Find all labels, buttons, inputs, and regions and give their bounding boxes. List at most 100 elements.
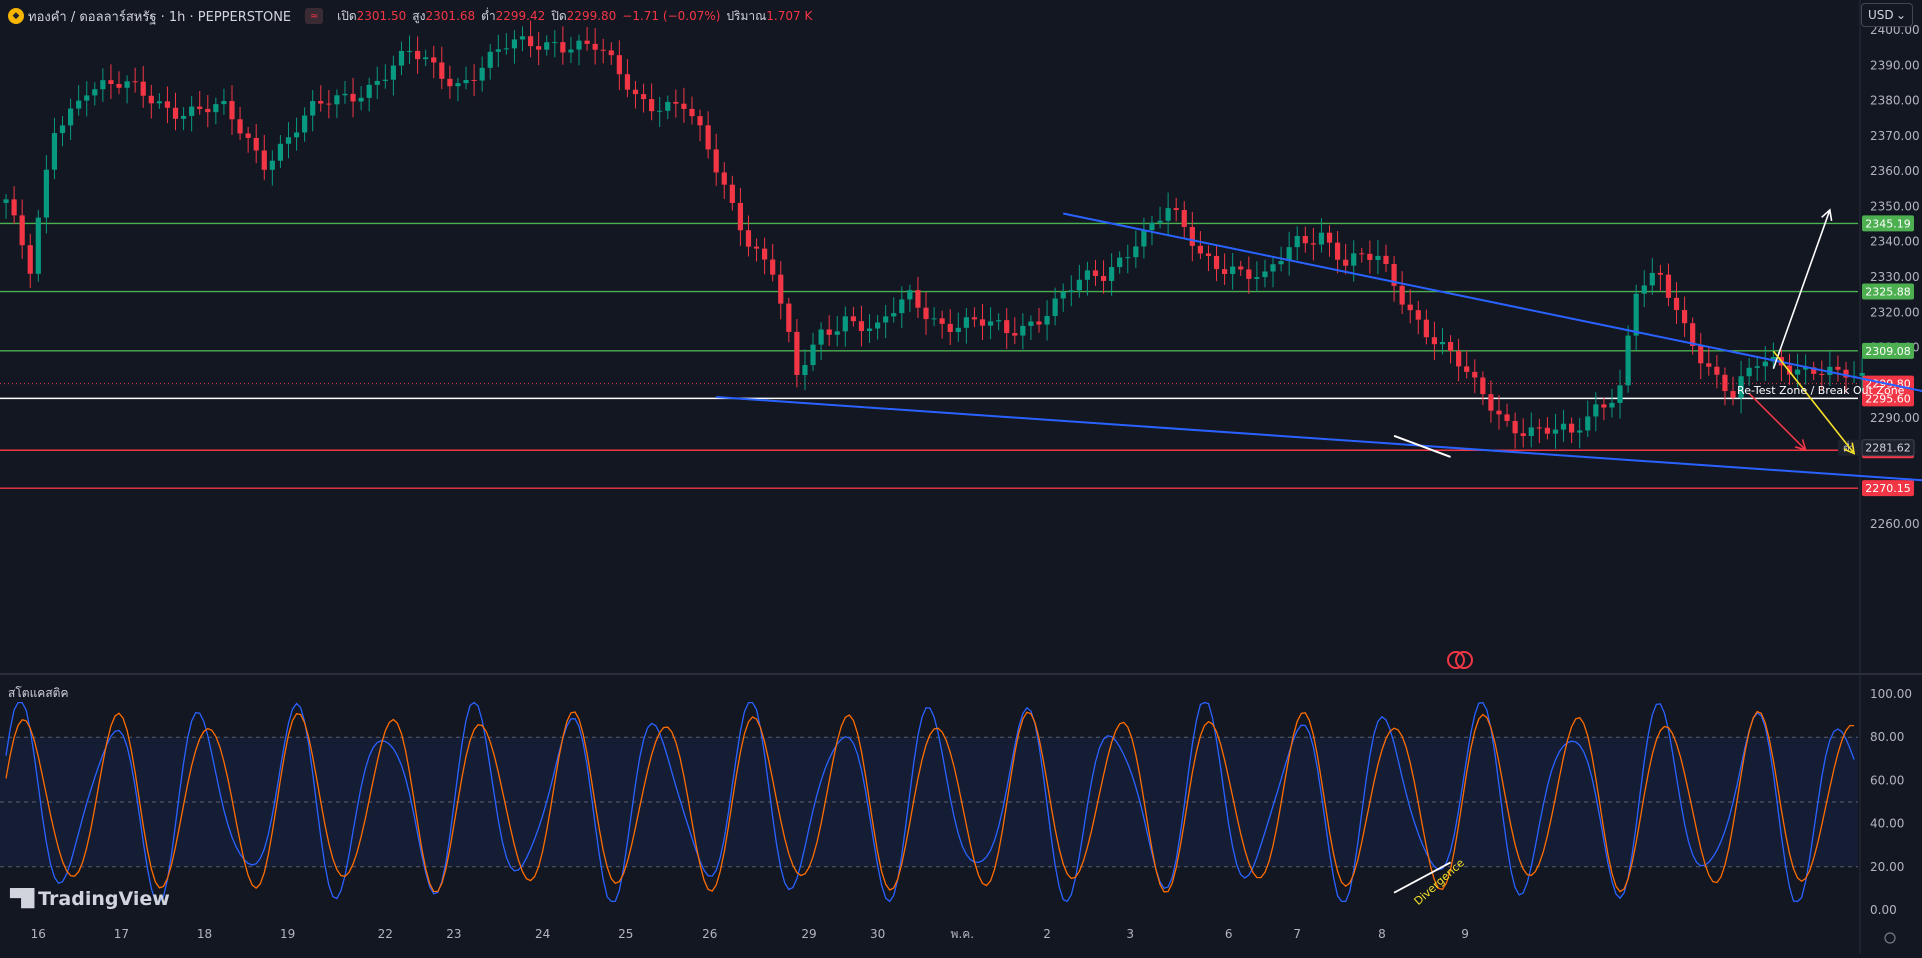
x-axis-tick-label: 19: [280, 927, 295, 941]
candle-body: [1060, 291, 1066, 299]
x-axis-tick-label: พ.ค.: [951, 927, 975, 941]
candle-body: [1706, 363, 1712, 367]
candle-body: [447, 78, 453, 87]
currency-label: USD: [1868, 8, 1894, 22]
candle-body: [915, 290, 921, 308]
currency-selector[interactable]: USD ⌄: [1861, 3, 1913, 27]
candle-body: [1343, 259, 1349, 266]
candle-body: [1076, 279, 1082, 291]
candle-body: [1423, 319, 1429, 338]
candle-body: [1504, 414, 1510, 421]
candle-body: [996, 320, 1002, 322]
candle-body: [1052, 298, 1058, 316]
candle-body: [1786, 365, 1793, 375]
candle-body: [221, 101, 227, 105]
tradingview-logo[interactable]: ▀█ TradingView: [10, 888, 170, 910]
candle-body: [1157, 220, 1163, 223]
candle-body: [1754, 366, 1760, 368]
level-tag-label: 2309.08: [1865, 345, 1911, 358]
candle-body: [963, 317, 969, 328]
candle-body: [1593, 404, 1599, 417]
candle-body: [939, 318, 945, 324]
candle-body: [1819, 373, 1825, 375]
candle-body: [132, 81, 138, 83]
scenario-arrow: [1772, 209, 1831, 370]
candle-body: [1447, 342, 1454, 351]
candle-body: [285, 137, 292, 144]
candle-body: [891, 313, 897, 317]
candle-body: [1294, 236, 1300, 248]
candle-body: [600, 49, 606, 51]
candle-body: [229, 101, 235, 120]
trend-line: [716, 395, 1922, 482]
candle-body: [1722, 374, 1728, 392]
x-axis-tick-label: 29: [801, 927, 816, 941]
candle-body: [1181, 210, 1187, 227]
candle-body: [1859, 373, 1865, 376]
candle-body: [261, 150, 267, 170]
oscillator-title[interactable]: สโตแคสติค: [8, 686, 69, 700]
candle-body: [786, 303, 792, 332]
candle-body: [842, 316, 848, 332]
candle-body: [237, 119, 243, 134]
candle-body: [713, 149, 719, 173]
candle-body: [1641, 285, 1647, 294]
candle-body: [156, 101, 162, 104]
candle-body: [592, 43, 598, 50]
oscillator-tick-label: 20.00: [1870, 860, 1904, 874]
candle-body: [310, 101, 316, 116]
candle-body: [479, 67, 485, 81]
candle-body: [1286, 247, 1292, 262]
candle-body: [350, 93, 356, 102]
candle-body: [665, 101, 671, 111]
x-axis-tick-label: 24: [535, 927, 550, 941]
legend-bar: ◆ ทองคำ / ดอลลาร์สหรัฐ · 1h · PEPPERSTON…: [8, 6, 818, 26]
candle-body: [1205, 253, 1212, 256]
candle-body: [818, 329, 824, 345]
symbol-title[interactable]: ทองคำ / ดอลลาร์สหรัฐ · 1h · PEPPERSTONE: [28, 9, 292, 25]
candle-body: [164, 101, 171, 108]
candle-body: [471, 79, 477, 81]
close-label: ปิด: [551, 8, 567, 23]
candle-body: [108, 80, 114, 85]
candle-body: [931, 318, 937, 320]
candle-body: [947, 323, 953, 332]
candle-body: [1690, 323, 1696, 346]
volume-value: 1.707 K: [766, 9, 813, 23]
candle-body: [657, 110, 663, 112]
candle-body: [1544, 427, 1551, 434]
event-flag-icon: [1447, 651, 1465, 669]
candle-body: [140, 81, 146, 96]
x-axis-tick-label: 9: [1461, 927, 1469, 941]
price-tick-label: 2380.00: [1870, 94, 1920, 108]
candle-body: [463, 79, 469, 84]
candle-body: [987, 321, 994, 326]
candle-body: [1480, 377, 1486, 395]
price-tick-label: 2360.00: [1870, 164, 1920, 178]
candle-body: [1141, 230, 1147, 247]
candle-body: [1020, 325, 1026, 336]
candle-body: [810, 344, 816, 366]
candle-body: [1827, 366, 1833, 375]
candle-body: [705, 125, 711, 150]
candle-body: [1334, 242, 1341, 260]
candle-body: [874, 322, 881, 329]
scenario-arrow: [1748, 392, 1807, 451]
candle-body: [148, 95, 154, 104]
candle-body: [455, 83, 461, 87]
candle-body: [1835, 366, 1841, 370]
candle-body: [858, 321, 865, 332]
candle-body: [1036, 321, 1042, 325]
candle-body: [1351, 253, 1357, 266]
gold-symbol-icon[interactable]: ◆: [8, 8, 24, 24]
candle-body: [866, 328, 873, 332]
market-status-icon[interactable]: ≈: [305, 8, 324, 24]
candle-body: [1625, 335, 1631, 386]
candle-body: [1673, 297, 1680, 310]
candle-body: [1092, 270, 1099, 276]
candle-body: [398, 51, 405, 66]
candle-body: [1230, 266, 1236, 275]
candle-body: [1569, 423, 1575, 433]
